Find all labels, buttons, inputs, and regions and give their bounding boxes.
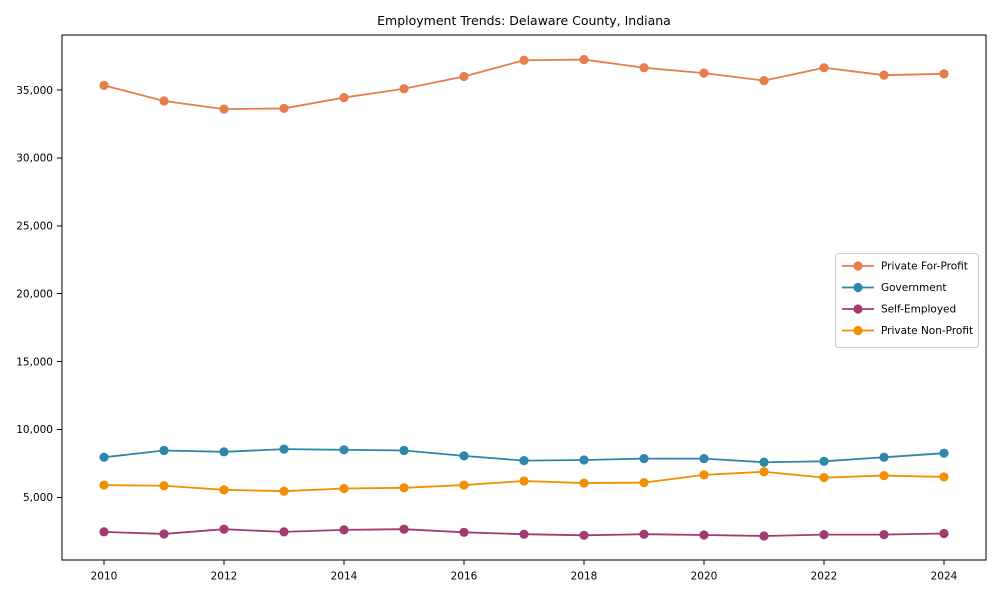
series-marker-government xyxy=(279,444,289,454)
series-marker-government xyxy=(939,448,949,458)
legend-marker-private-non-profit xyxy=(853,325,863,336)
series-marker-government xyxy=(399,445,409,456)
series-marker-private-for-profit xyxy=(759,76,769,86)
x-axis-tick-label: 2024 xyxy=(931,571,958,583)
y-axis-tick-label: 10,000 xyxy=(16,424,53,436)
series-marker-private-non-profit xyxy=(99,480,109,490)
x-axis-tick-label: 2018 xyxy=(571,571,598,583)
legend-label-private-for-profit: Private For-Profit xyxy=(881,261,968,273)
series-marker-self-employed xyxy=(879,530,889,540)
series-marker-government xyxy=(699,454,709,464)
series-marker-private-non-profit xyxy=(459,480,469,490)
series-marker-private-for-profit xyxy=(579,54,589,65)
x-axis-tick-label: 2010 xyxy=(91,571,118,583)
series-marker-government xyxy=(579,455,589,465)
series-marker-self-employed xyxy=(399,524,409,534)
y-axis-tick-label: 5,000 xyxy=(23,492,53,504)
series-marker-private-non-profit xyxy=(279,486,289,496)
series-marker-private-non-profit xyxy=(639,478,649,488)
series-marker-private-for-profit xyxy=(399,84,409,94)
series-marker-private-for-profit xyxy=(939,69,949,79)
series-marker-self-employed xyxy=(939,528,949,539)
series-marker-private-for-profit xyxy=(639,63,649,73)
legend-label-private-non-profit: Private Non-Profit xyxy=(881,325,973,337)
series-marker-self-employed xyxy=(759,531,769,541)
series-marker-government xyxy=(159,445,169,456)
x-axis-tick-label: 2012 xyxy=(211,571,238,583)
series-marker-self-employed xyxy=(339,525,349,535)
legend-marker-self-employed xyxy=(853,304,863,314)
x-axis-tick-label: 2020 xyxy=(691,571,718,583)
series-marker-private-non-profit xyxy=(519,476,529,486)
series-marker-private-for-profit xyxy=(159,96,169,106)
x-axis-tick-label: 2022 xyxy=(811,571,838,583)
series-marker-government xyxy=(759,457,769,467)
series-marker-private-non-profit xyxy=(159,481,169,491)
series-marker-private-non-profit xyxy=(579,478,589,488)
y-axis-tick-label: 25,000 xyxy=(16,221,53,233)
series-marker-government xyxy=(879,452,889,462)
series-marker-private-for-profit xyxy=(519,55,529,65)
series-marker-private-non-profit xyxy=(759,467,769,477)
series-marker-self-employed xyxy=(159,529,169,539)
series-marker-private-non-profit xyxy=(699,470,709,480)
series-marker-private-for-profit xyxy=(99,80,109,90)
legend: Private For-Profit Government Self-Employe… xyxy=(835,253,979,348)
series-marker-self-employed xyxy=(99,527,109,537)
series-marker-private-for-profit xyxy=(819,63,829,73)
series-marker-private-non-profit xyxy=(339,483,349,494)
series-marker-self-employed xyxy=(579,530,589,540)
series-marker-private-non-profit xyxy=(399,483,409,493)
series-marker-private-for-profit xyxy=(219,104,229,114)
chart-title: Employment Trends: Delaware County, Indi… xyxy=(377,13,671,28)
series-marker-private-non-profit xyxy=(879,470,889,481)
x-axis-tick-label: 2014 xyxy=(331,571,358,583)
legend-label-government: Government xyxy=(881,282,946,294)
series-marker-self-employed xyxy=(639,529,649,539)
legend-marker-private-for-profit xyxy=(853,261,863,271)
series-marker-self-employed xyxy=(219,524,229,534)
legend-marker-government xyxy=(853,282,863,293)
series-marker-government xyxy=(519,456,529,466)
x-axis-tick-label: 2016 xyxy=(451,571,478,583)
legend-box xyxy=(835,253,979,348)
series-marker-self-employed xyxy=(279,527,289,537)
plot-area xyxy=(61,34,987,561)
series-marker-private-non-profit xyxy=(939,472,949,482)
series-marker-government xyxy=(219,447,229,457)
y-axis-tick-label: 35,000 xyxy=(16,85,53,97)
series-marker-government xyxy=(819,456,829,466)
series-marker-private-for-profit xyxy=(879,70,889,80)
series-marker-self-employed xyxy=(519,529,529,539)
series-marker-private-for-profit xyxy=(699,68,709,78)
y-axis-tick-label: 20,000 xyxy=(16,288,53,300)
series-marker-government xyxy=(639,454,649,464)
series-marker-government xyxy=(99,452,109,462)
legend-label-self-employed: Self-Employed xyxy=(881,304,956,316)
series-marker-private-non-profit xyxy=(219,485,229,495)
series-marker-private-for-profit xyxy=(459,71,469,82)
series-marker-self-employed xyxy=(819,530,829,540)
series-marker-self-employed xyxy=(459,527,469,537)
series-marker-private-for-profit xyxy=(279,103,289,114)
series-marker-government xyxy=(339,445,349,455)
y-axis-tick-label: 30,000 xyxy=(16,153,53,165)
y-axis-tick-label: 15,000 xyxy=(16,356,53,368)
series-marker-private-non-profit xyxy=(819,473,829,483)
series-marker-government xyxy=(459,451,469,461)
series-marker-private-for-profit xyxy=(339,92,349,103)
series-marker-self-employed xyxy=(699,530,709,540)
